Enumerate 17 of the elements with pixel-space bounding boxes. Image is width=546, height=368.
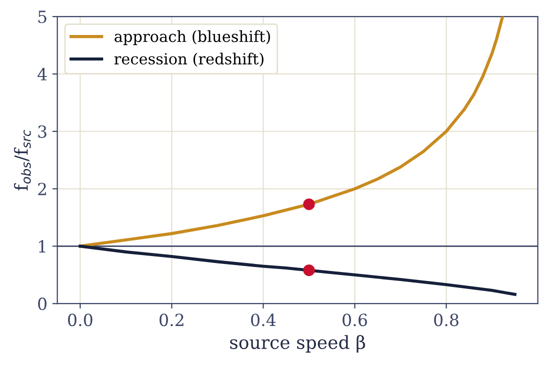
legend-label: approach (blueshift) [114,30,270,46]
y-tick-label: 1 [39,240,46,253]
y-axis-title: f$_{obs}$/f$_{src}$ [14,130,31,190]
x-tick-label: 0.0 [68,314,92,326]
y-tick-label: 3 [38,125,46,138]
x-tick-label: 0.2 [160,314,184,326]
line-series [78,244,516,296]
x-axis-title: source speed β [230,335,366,353]
legend-label: recession (redshift) [114,52,264,67]
y-tick-label: 4 [38,68,47,80]
y-tick-label: 0 [38,298,46,310]
y-tick-label: 5 [38,10,46,24]
x-tick-label: 0.4 [251,314,276,326]
y-tick-label: 2 [38,182,46,196]
x-tick-label: 0.8 [434,314,458,326]
x-tick-label: 0.6 [342,314,367,326]
line-series [78,16,504,248]
